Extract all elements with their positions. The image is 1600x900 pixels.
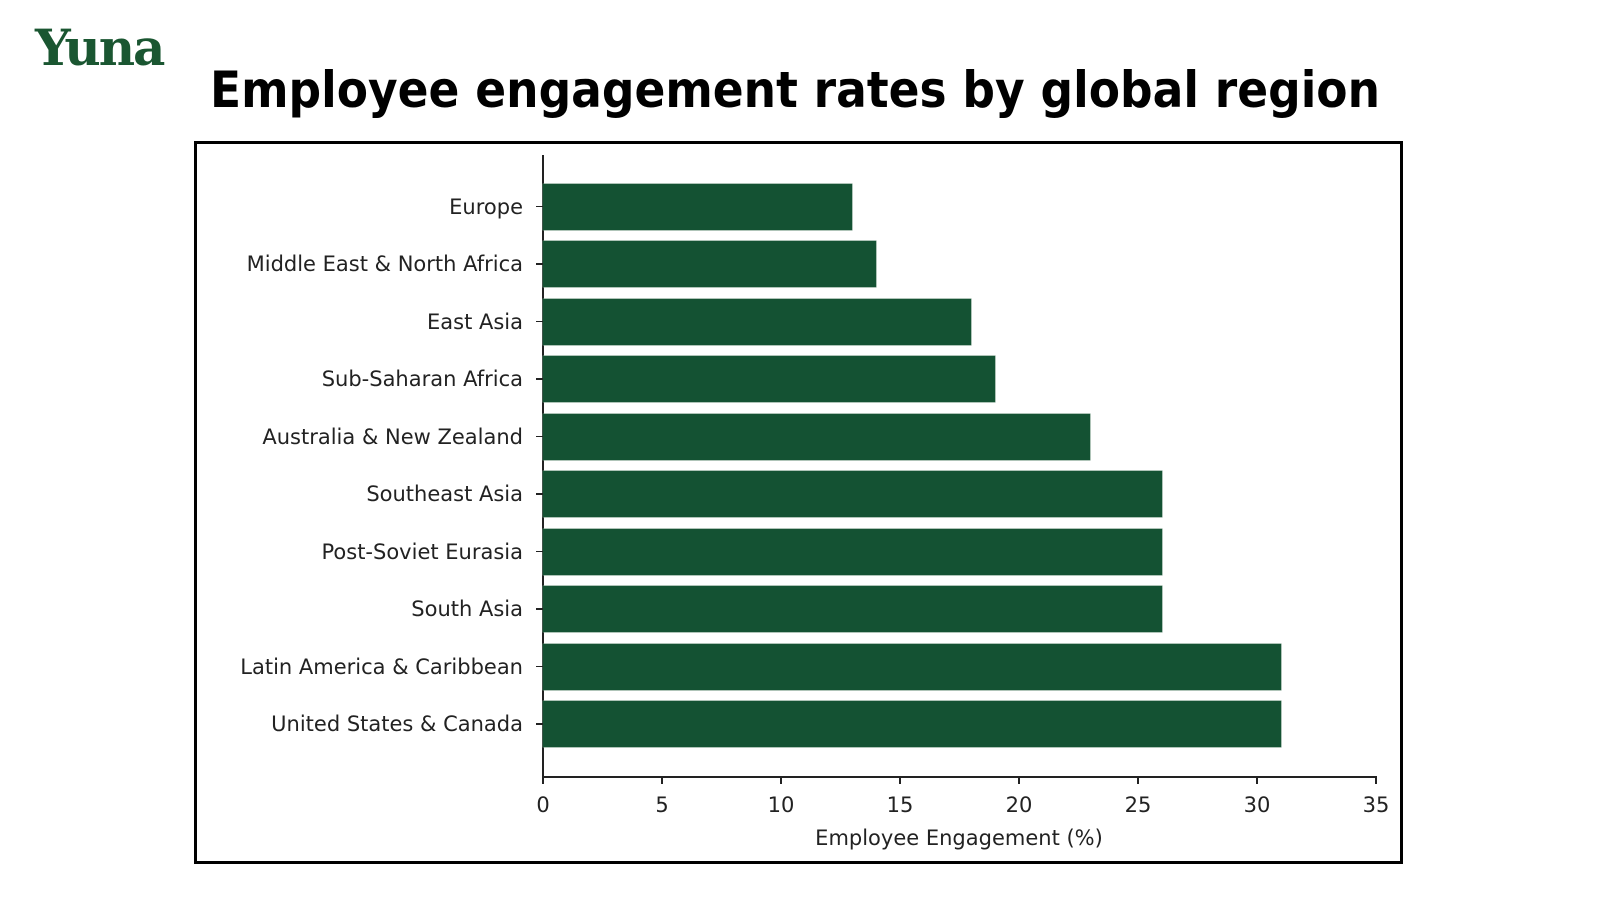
- bar: [543, 701, 1281, 747]
- x-tick-label: 0: [536, 793, 550, 817]
- logo-text: Yuna: [35, 18, 165, 77]
- y-tick-label: Middle East & North Africa: [246, 252, 523, 276]
- y-tick: [536, 263, 543, 265]
- x-tick-label: 20: [1005, 793, 1033, 817]
- y-tick-label: South Asia: [411, 597, 523, 621]
- bar: [543, 183, 853, 230]
- x-tick: [542, 777, 544, 784]
- x-tick-label: 5: [655, 793, 669, 817]
- x-tick: [1256, 777, 1258, 784]
- y-tick-label: Europe: [449, 194, 523, 219]
- x-tick-label: 25: [1124, 793, 1152, 817]
- bar: [543, 356, 996, 402]
- y-tick-label: Australia & New Zealand: [262, 424, 523, 449]
- x-tick-label: 35: [1362, 793, 1390, 817]
- y-tick-label: East Asia: [427, 309, 523, 334]
- y-tick: [536, 608, 543, 610]
- y-tick-label: Latin America & Caribbean: [240, 654, 523, 679]
- bar: [543, 528, 1162, 575]
- y-tick: [536, 723, 543, 725]
- y-tick: [536, 205, 543, 208]
- y-tick-label: Southeast Asia: [366, 482, 523, 506]
- y-tick-label: Post-Soviet Eurasia: [321, 539, 523, 564]
- page-title: Employee engagement rates by global regi…: [210, 61, 1380, 119]
- x-tick-label: 15: [886, 793, 914, 817]
- y-tick-label: Sub-Saharan Africa: [321, 367, 523, 391]
- x-tick: [661, 777, 663, 784]
- y-tick: [536, 435, 543, 438]
- x-tick: [780, 777, 782, 784]
- bar: [543, 586, 1162, 632]
- x-tick: [1137, 777, 1139, 784]
- y-tick: [536, 320, 543, 323]
- x-axis-title: Employee Engagement (%): [815, 826, 1103, 850]
- y-tick: [536, 493, 543, 495]
- x-tick: [1018, 777, 1020, 784]
- y-tick-label: United States & Canada: [271, 712, 523, 736]
- x-tick: [899, 777, 901, 784]
- bar: [543, 471, 1162, 517]
- bar: [543, 298, 972, 345]
- x-tick-label: 10: [767, 793, 795, 817]
- y-tick: [536, 550, 543, 553]
- y-axis-line: [542, 155, 544, 777]
- x-axis-line: [542, 776, 1377, 778]
- bar: [543, 413, 1091, 460]
- x-tick: [1375, 777, 1377, 784]
- y-tick: [536, 665, 543, 668]
- y-tick: [536, 378, 543, 380]
- x-tick-label: 30: [1243, 793, 1271, 817]
- brand-logo: Yuna: [35, 22, 165, 74]
- bar: [543, 643, 1281, 690]
- bar: [543, 241, 877, 287]
